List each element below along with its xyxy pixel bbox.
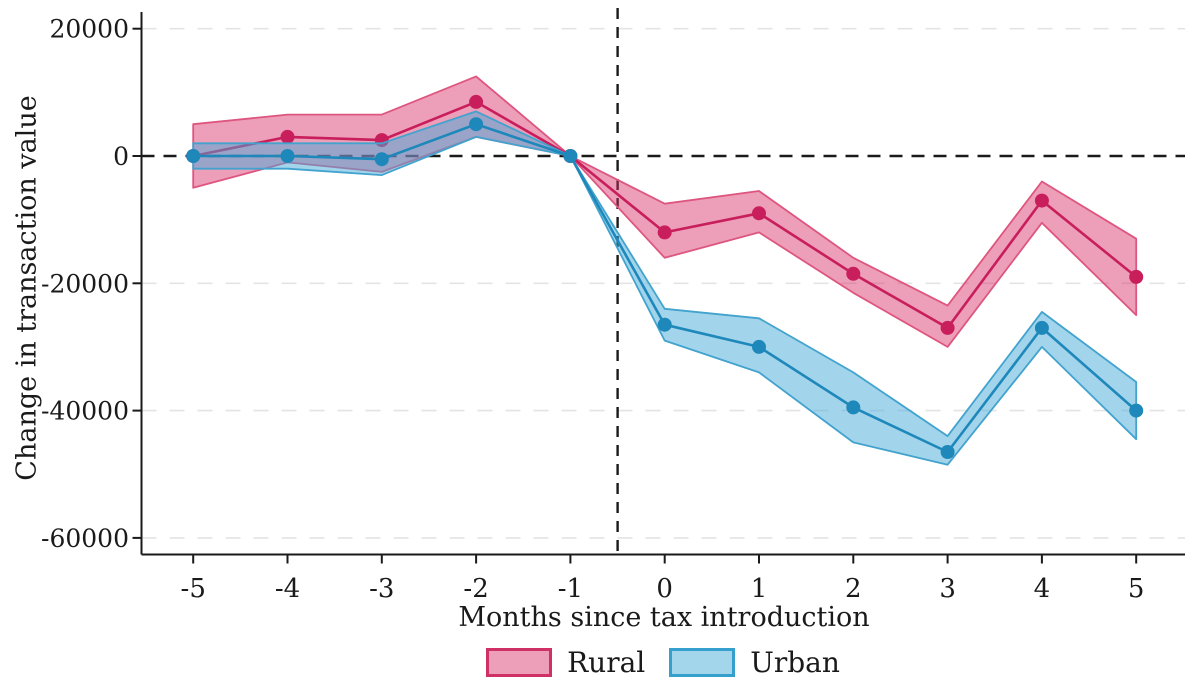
- urban-marker: [374, 152, 389, 167]
- rural-marker: [280, 129, 295, 144]
- rural-marker: [846, 266, 861, 281]
- rural-ci-band: [192, 75, 1138, 348]
- urban-marker: [752, 339, 766, 354]
- urban-legend-label: Urban: [750, 645, 840, 679]
- rural-marker: [1129, 269, 1144, 284]
- legend: Rural Urban: [141, 648, 1185, 677]
- urban-marker: [1129, 403, 1144, 418]
- y-tick-label: 0: [113, 142, 129, 171]
- urban-marker: [280, 149, 295, 163]
- x-axis-title: Months since tax introduction: [458, 602, 870, 633]
- rural-marker: [940, 320, 955, 335]
- y-tick-label: -40000: [41, 397, 129, 426]
- x-tick-label: -1: [558, 574, 583, 604]
- legend-item-rural: Rural: [486, 648, 645, 677]
- x-tick-label: -2: [463, 574, 488, 604]
- urban-marker: [1034, 320, 1049, 335]
- rural-marker: [1034, 193, 1049, 208]
- x-tick-label: 3: [939, 574, 956, 604]
- rural-marker: [752, 206, 766, 221]
- urban-marker: [846, 400, 861, 415]
- y-tick-label: -20000: [41, 269, 129, 298]
- y-tick-label: 20000: [49, 15, 129, 44]
- x-tick-label: 1: [751, 574, 768, 604]
- x-tick-label: -3: [369, 574, 394, 604]
- rural-marker: [657, 225, 672, 240]
- urban-marker: [186, 149, 201, 163]
- urban-marker: [940, 445, 955, 459]
- rural-marker: [469, 94, 484, 109]
- x-tick-label: 0: [656, 574, 673, 604]
- urban-ci-band: [192, 110, 1138, 466]
- x-tick-label: 4: [1034, 574, 1051, 604]
- urban-marker: [469, 117, 484, 132]
- rural-legend-label: Rural: [567, 645, 646, 679]
- urban-swatch: [669, 648, 736, 677]
- x-tick-label: -4: [275, 574, 300, 604]
- urban-marker: [657, 317, 672, 332]
- legend-item-urban: Urban: [669, 648, 840, 677]
- plot-area: 20000 0 -20000 -40000 -60000 -5 -4 -3 -2 -1 0 1 2 3 4 5: [41, 8, 1185, 604]
- x-tick-label: -5: [181, 574, 206, 604]
- x-tick-label: 2: [845, 574, 862, 604]
- y-tick-label: -60000: [41, 524, 129, 553]
- urban-marker: [563, 149, 578, 163]
- x-tick-label: 5: [1128, 574, 1145, 604]
- rural-swatch: [486, 648, 553, 677]
